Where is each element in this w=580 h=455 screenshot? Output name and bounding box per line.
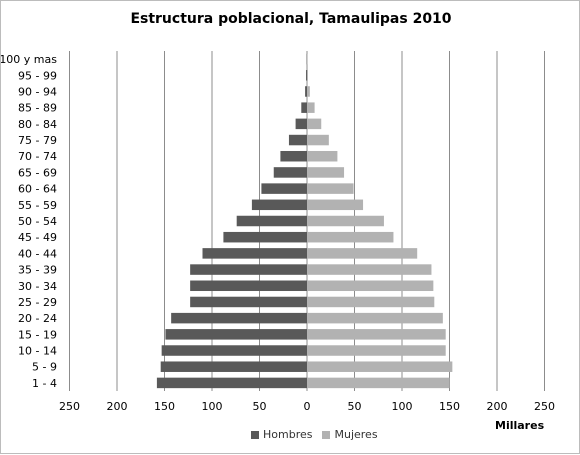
bar-mujeres	[307, 281, 433, 292]
bar-mujeres	[307, 345, 446, 356]
category-label: 60 - 64	[18, 183, 57, 196]
category-label: 5 - 9	[32, 361, 57, 374]
category-label: 1 - 4	[32, 377, 57, 390]
x-tick-label: 250	[59, 400, 80, 413]
bar-hombres	[296, 119, 307, 130]
bar-hombres	[203, 248, 308, 259]
x-tick-label: 200	[487, 400, 508, 413]
bar-mujeres	[307, 167, 344, 178]
category-label: 65 - 69	[18, 166, 57, 179]
x-tick-label: 0	[304, 400, 311, 413]
bar-mujeres	[307, 248, 417, 259]
category-label: 85 - 89	[18, 102, 57, 115]
legend-swatch-mujeres	[322, 431, 330, 439]
x-tick-label: 200	[107, 400, 128, 413]
category-label: 20 - 24	[18, 312, 57, 325]
bar-mujeres	[307, 361, 452, 372]
category-label: 35 - 39	[18, 264, 57, 277]
bar-mujeres	[307, 70, 308, 81]
chart-legend: Hombres Mujeres	[251, 428, 388, 441]
bar-mujeres	[307, 264, 431, 275]
bar-mujeres	[307, 297, 434, 308]
bar-hombres	[190, 264, 307, 275]
bar-mujeres	[307, 329, 446, 340]
category-label: 50 - 54	[18, 215, 57, 228]
category-label: 95 - 99	[18, 69, 57, 82]
category-label: 10 - 14	[18, 345, 57, 358]
legend-swatch-hombres	[251, 431, 259, 439]
category-label: 80 - 84	[18, 118, 57, 131]
x-tick-label: 50	[253, 400, 267, 413]
category-label: 55 - 59	[18, 199, 57, 212]
bar-mujeres	[307, 119, 321, 130]
category-label: 90 - 94	[18, 85, 57, 98]
bar-hombres	[161, 361, 307, 372]
bar-mujeres	[307, 313, 443, 324]
category-label: 40 - 44	[18, 247, 57, 260]
bar-hombres	[157, 378, 307, 389]
bar-hombres	[162, 345, 307, 356]
category-label: 25 - 29	[18, 296, 57, 309]
category-label: 45 - 49	[18, 231, 57, 244]
bar-hombres	[165, 329, 307, 340]
x-tick-label: 50	[348, 400, 362, 413]
units-label: Millares	[495, 419, 544, 432]
x-tick-label: 100	[392, 400, 413, 413]
bar-hombres	[190, 281, 307, 292]
bar-hombres	[190, 297, 307, 308]
bar-hombres	[280, 151, 307, 162]
bar-hombres	[274, 167, 307, 178]
category-label: 30 - 34	[18, 280, 57, 293]
bar-mujeres	[307, 200, 363, 211]
bar-hombres	[289, 135, 307, 146]
bar-mujeres	[307, 378, 450, 389]
bar-hombres	[237, 216, 307, 227]
category-label: 70 - 74	[18, 150, 57, 163]
bar-mujeres	[307, 86, 310, 97]
bar-mujeres	[307, 232, 393, 243]
bar-mujeres	[307, 102, 315, 113]
bar-mujeres	[307, 216, 384, 227]
category-label: 100 y mas	[1, 53, 57, 66]
bar-mujeres	[307, 183, 354, 194]
category-label: 15 - 19	[18, 328, 57, 341]
x-tick-label: 250	[534, 400, 555, 413]
bar-mujeres	[307, 151, 337, 162]
bar-mujeres	[307, 135, 329, 146]
x-tick-label: 100	[202, 400, 223, 413]
legend-item-hombres: Hombres	[251, 428, 312, 441]
bar-hombres	[261, 183, 307, 194]
bar-hombres	[305, 86, 307, 97]
legend-label-mujeres: Mujeres	[334, 428, 377, 441]
category-label: 75 - 79	[18, 134, 57, 147]
bar-hombres	[301, 102, 307, 113]
bar-hombres	[171, 313, 307, 324]
bar-hombres	[306, 70, 307, 81]
x-tick-label: 150	[439, 400, 460, 413]
bar-hombres	[252, 200, 307, 211]
legend-label-hombres: Hombres	[263, 428, 312, 441]
x-tick-label: 150	[154, 400, 175, 413]
legend-item-mujeres: Mujeres	[322, 428, 377, 441]
bar-hombres	[223, 232, 307, 243]
